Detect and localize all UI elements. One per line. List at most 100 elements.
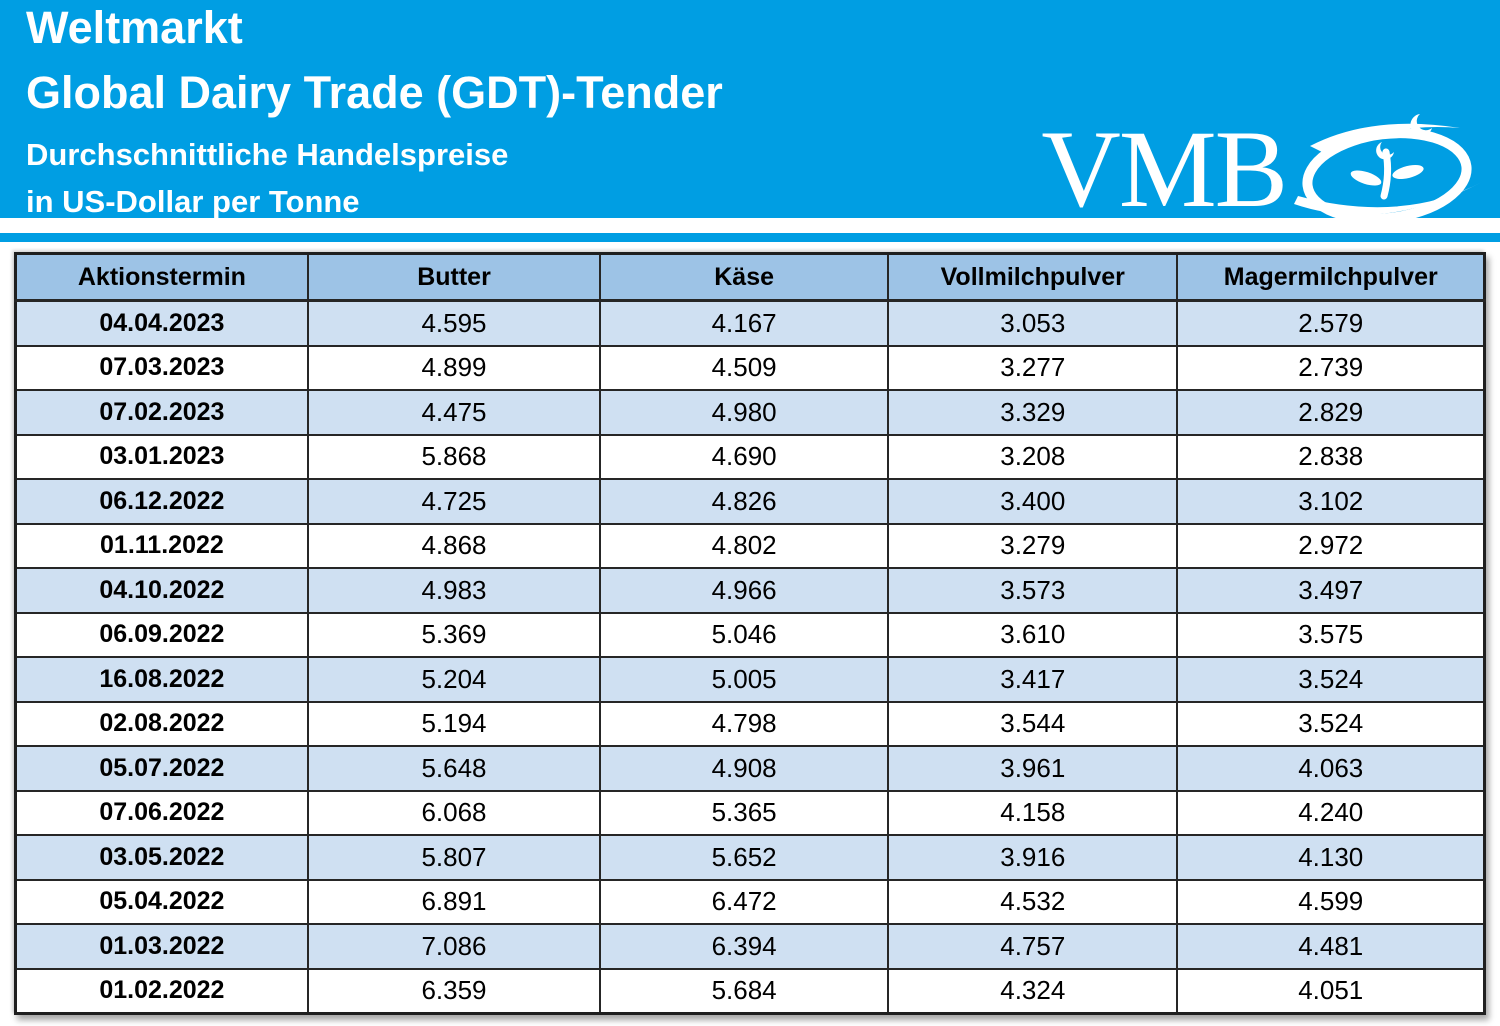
price-cell: 4.690 [599, 433, 890, 480]
price-cell: 3.916 [887, 834, 1179, 881]
subtitle-unit: in US-Dollar per Tonne [26, 184, 360, 219]
table-row: 04.10.2022 4.983 4.966 3.573 3.497 [14, 567, 1486, 614]
price-cell: 4.063 [1176, 745, 1486, 792]
auction-date-cell: 16.08.2022 [14, 656, 309, 703]
column-header-kaese: Käse [599, 252, 890, 302]
price-cell: 3.277 [887, 344, 1179, 391]
price-cell: 5.868 [306, 433, 602, 480]
price-cell: 3.208 [887, 433, 1179, 480]
price-cell: 4.826 [599, 478, 890, 525]
auction-date-cell: 07.06.2022 [14, 789, 309, 836]
price-cell: 2.838 [1176, 433, 1486, 480]
auction-date-cell: 06.09.2022 [14, 611, 309, 658]
price-cell: 3.400 [887, 478, 1179, 525]
price-cell: 4.158 [887, 789, 1179, 836]
table-header-row: Aktionstermin Butter Käse Vollmilchpulve… [14, 252, 1486, 302]
price-cell: 2.739 [1176, 344, 1486, 391]
price-cell: 4.167 [599, 299, 890, 347]
price-cell: 4.324 [887, 967, 1179, 1015]
report-header: Weltmarkt Global Dairy Trade (GDT)-Tende… [0, 0, 1500, 231]
vmb-logo-text: VMB [1041, 108, 1288, 231]
subtitle-prices: Durchschnittliche Handelspreise [26, 137, 509, 172]
price-cell: 3.497 [1176, 567, 1486, 614]
auction-date-cell: 01.11.2022 [14, 522, 309, 569]
column-header-butter: Butter [306, 252, 602, 302]
price-cell: 4.130 [1176, 834, 1486, 881]
price-cell: 6.472 [599, 878, 890, 925]
price-cell: 3.575 [1176, 611, 1486, 658]
price-cell: 2.829 [1176, 389, 1486, 436]
column-header-aktionstermin: Aktionstermin [14, 252, 309, 302]
price-cell: 6.359 [306, 967, 602, 1015]
price-cell: 3.524 [1176, 656, 1486, 703]
price-cell: 2.972 [1176, 522, 1486, 569]
price-cell: 4.966 [599, 567, 890, 614]
table-row: 05.04.2022 6.891 6.472 4.532 4.599 [14, 878, 1486, 925]
price-cell: 5.204 [306, 656, 602, 703]
table-row: 07.02.2023 4.475 4.980 3.329 2.829 [14, 389, 1486, 436]
price-cell: 6.068 [306, 789, 602, 836]
price-cell: 5.684 [599, 967, 890, 1015]
auction-date-cell: 05.07.2022 [14, 745, 309, 792]
auction-date-cell: 05.04.2022 [14, 878, 309, 925]
table-row: 03.01.2023 5.868 4.690 3.208 2.838 [14, 433, 1486, 480]
table-body: 04.04.2023 4.595 4.167 3.053 2.579 07.03.2023… [14, 299, 1486, 1015]
table-row: 05.07.2022 5.648 4.908 3.961 4.063 [14, 745, 1486, 792]
page-title: Weltmarkt [26, 2, 243, 53]
price-cell: 3.102 [1176, 478, 1486, 525]
price-cell: 3.961 [887, 745, 1179, 792]
table-row: 01.03.2022 7.086 6.394 4.757 4.481 [14, 923, 1486, 970]
price-cell: 4.798 [599, 700, 890, 747]
price-cell: 4.481 [1176, 923, 1486, 970]
price-cell: 3.417 [887, 656, 1179, 703]
price-cell: 5.652 [599, 834, 890, 881]
price-cell: 7.086 [306, 923, 602, 970]
price-cell: 4.509 [599, 344, 890, 391]
price-table-container: Aktionstermin Butter Käse Vollmilchpulve… [14, 252, 1486, 1015]
table-row: 06.12.2022 4.725 4.826 3.400 3.102 [14, 478, 1486, 525]
auction-date-cell: 01.02.2022 [14, 967, 309, 1015]
price-cell: 5.365 [599, 789, 890, 836]
price-cell: 4.725 [306, 478, 602, 525]
page-title-gdt: Global Dairy Trade (GDT)-Tender [26, 67, 723, 118]
price-cell: 5.005 [599, 656, 890, 703]
price-cell: 4.983 [306, 567, 602, 614]
auction-date-cell: 04.10.2022 [14, 567, 309, 614]
table-row: 07.03.2023 4.899 4.509 3.277 2.739 [14, 344, 1486, 391]
price-cell: 4.595 [306, 299, 602, 347]
price-cell: 5.648 [306, 745, 602, 792]
price-cell: 3.053 [887, 299, 1179, 347]
price-cell: 5.194 [306, 700, 602, 747]
auction-date-cell: 03.01.2023 [14, 433, 309, 480]
price-cell: 3.573 [887, 567, 1179, 614]
auction-date-cell: 04.04.2023 [14, 299, 309, 347]
table-row: 07.06.2022 6.068 5.365 4.158 4.240 [14, 789, 1486, 836]
price-cell: 4.475 [306, 389, 602, 436]
price-cell: 4.240 [1176, 789, 1486, 836]
price-cell: 4.980 [599, 389, 890, 436]
price-cell: 4.868 [306, 522, 602, 569]
price-cell: 4.899 [306, 344, 602, 391]
price-cell: 5.369 [306, 611, 602, 658]
column-header-vollmilchpulver: Vollmilchpulver [887, 252, 1179, 302]
price-cell: 6.891 [306, 878, 602, 925]
auction-date-cell: 06.12.2022 [14, 478, 309, 525]
price-cell: 3.524 [1176, 700, 1486, 747]
table-row: 06.09.2022 5.369 5.046 3.610 3.575 [14, 611, 1486, 658]
table-row: 01.11.2022 4.868 4.802 3.279 2.972 [14, 522, 1486, 569]
price-cell: 4.051 [1176, 967, 1486, 1015]
price-cell: 5.807 [306, 834, 602, 881]
auction-date-cell: 02.08.2022 [14, 700, 309, 747]
gdt-price-table: Aktionstermin Butter Käse Vollmilchpulve… [14, 252, 1486, 1015]
table-row: 02.08.2022 5.194 4.798 3.544 3.524 [14, 700, 1486, 747]
auction-date-cell: 07.02.2023 [14, 389, 309, 436]
column-header-magermilchpulver: Magermilchpulver [1176, 252, 1486, 302]
price-cell: 4.599 [1176, 878, 1486, 925]
price-cell: 5.046 [599, 611, 890, 658]
table-row: 01.02.2022 6.359 5.684 4.324 4.051 [14, 967, 1486, 1015]
price-cell: 3.610 [887, 611, 1179, 658]
price-cell: 2.579 [1176, 299, 1486, 347]
price-cell: 4.757 [887, 923, 1179, 970]
price-cell: 6.394 [599, 923, 890, 970]
